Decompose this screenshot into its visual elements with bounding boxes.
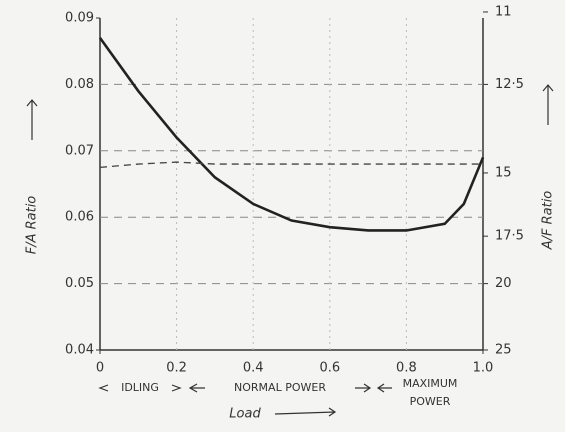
y-axis-label: F/A Ratio xyxy=(25,196,40,255)
y2-tick-label: 25 xyxy=(495,343,512,358)
y2-tick-label: 11 xyxy=(495,4,512,19)
y-tick-label: 0.09 xyxy=(65,11,94,26)
y2-axis-label: A/F Ratio xyxy=(541,191,556,251)
x-tick-label: 0.2 xyxy=(166,361,187,376)
y-tick-label: 0.06 xyxy=(65,210,94,225)
idling-arrows xyxy=(98,384,182,392)
annotation: MAXIMUM xyxy=(403,377,458,390)
y-tick-label: 0.05 xyxy=(65,276,94,291)
y2-tick-label: 20 xyxy=(495,276,512,291)
y2-label-arrow xyxy=(542,84,554,125)
x-label-arrow xyxy=(274,407,337,417)
y-tick-label: 0.08 xyxy=(65,77,94,92)
max-arrow xyxy=(376,383,392,393)
x-tick-label: 0.6 xyxy=(319,361,340,376)
y-label-arrow xyxy=(26,99,38,140)
y2-tick-label: 15 xyxy=(495,165,512,180)
y-tick-label: 0.04 xyxy=(65,343,94,358)
annotation: IDLING xyxy=(121,381,159,394)
x-tick-label: 0 xyxy=(96,361,104,376)
x-axis-label: Load xyxy=(229,407,261,422)
data-line xyxy=(98,37,485,232)
annotation: NORMAL POWER xyxy=(234,381,326,394)
x-tick-label: 0.4 xyxy=(243,361,264,376)
x-tick-label: 0.8 xyxy=(396,361,417,376)
y2-tick-label: 12·5 xyxy=(495,77,524,92)
x-tick-label: 1.0 xyxy=(473,361,494,376)
annotation: POWER xyxy=(410,395,451,408)
data-line xyxy=(99,161,483,169)
normal-arrows xyxy=(188,383,372,393)
y2-tick-label: 17·5 xyxy=(495,229,524,244)
y-tick-label: 0.07 xyxy=(65,143,94,158)
